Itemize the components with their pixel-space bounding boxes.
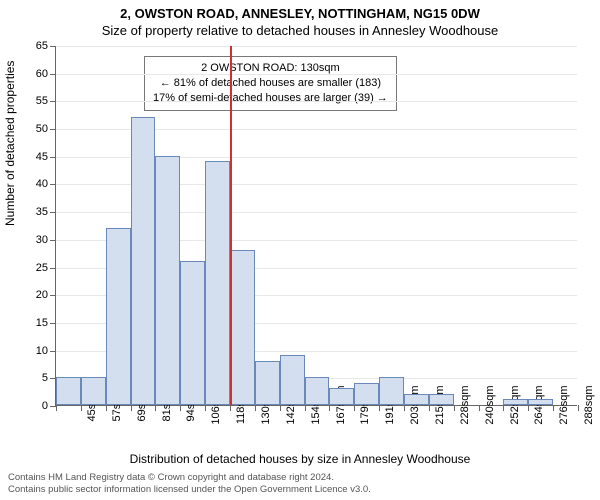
y-tick-label: 35 bbox=[36, 206, 56, 218]
histogram-bar bbox=[131, 117, 156, 405]
x-tick bbox=[379, 405, 380, 411]
y-tick-label: 30 bbox=[36, 234, 56, 246]
footer-line-1: Contains HM Land Registry data © Crown c… bbox=[8, 472, 592, 484]
y-tick-label: 20 bbox=[36, 289, 56, 301]
x-tick bbox=[305, 405, 306, 411]
histogram-bar bbox=[205, 161, 230, 405]
x-tick-label: 288sqm bbox=[555, 385, 595, 424]
y-tick-label: 15 bbox=[36, 317, 56, 329]
x-tick bbox=[255, 405, 256, 411]
annotation-line: 17% of semi-detached houses are larger (… bbox=[153, 91, 388, 106]
y-tick-label: 45 bbox=[36, 151, 56, 163]
x-tick bbox=[230, 405, 231, 411]
x-tick bbox=[81, 405, 82, 411]
x-tick bbox=[56, 405, 57, 411]
histogram-bar bbox=[106, 228, 131, 405]
y-tick-label: 25 bbox=[36, 262, 56, 274]
x-tick bbox=[106, 405, 107, 411]
histogram-bar bbox=[180, 261, 205, 405]
gridline-h bbox=[56, 46, 577, 47]
x-tick bbox=[404, 405, 405, 411]
x-tick bbox=[454, 405, 455, 411]
annotation-line: ← 81% of detached houses are smaller (18… bbox=[153, 76, 388, 91]
histogram-bar bbox=[230, 250, 255, 405]
x-tick bbox=[429, 405, 430, 411]
gridline-h bbox=[56, 74, 577, 75]
chart-title: 2, OWSTON ROAD, ANNESLEY, NOTTINGHAM, NG… bbox=[0, 6, 600, 21]
footer-attribution: Contains HM Land Registry data © Crown c… bbox=[8, 472, 592, 496]
x-tick bbox=[280, 405, 281, 411]
x-axis-label: Distribution of detached houses by size … bbox=[0, 452, 600, 466]
histogram-bar bbox=[155, 156, 180, 405]
x-tick bbox=[205, 405, 206, 411]
y-tick-label: 10 bbox=[36, 345, 56, 357]
x-tick bbox=[479, 405, 480, 411]
y-tick-label: 55 bbox=[36, 95, 56, 107]
y-tick-label: 60 bbox=[36, 68, 56, 80]
y-tick-label: 0 bbox=[42, 400, 56, 412]
y-tick-label: 50 bbox=[36, 123, 56, 135]
gridline-h bbox=[56, 101, 577, 102]
chart-plot-area: 2 OWSTON ROAD: 130sqm← 81% of detached h… bbox=[55, 46, 577, 406]
footer-line-2: Contains public sector information licen… bbox=[8, 484, 592, 496]
y-tick-label: 65 bbox=[36, 40, 56, 52]
y-tick-label: 5 bbox=[42, 372, 56, 384]
y-axis-label: Number of detached properties bbox=[3, 61, 17, 226]
y-tick-label: 40 bbox=[36, 178, 56, 190]
x-tick bbox=[131, 405, 132, 411]
x-tick bbox=[578, 405, 579, 411]
x-tick bbox=[553, 405, 554, 411]
reference-line bbox=[230, 46, 232, 405]
title-block: 2, OWSTON ROAD, ANNESLEY, NOTTINGHAM, NG… bbox=[0, 0, 600, 38]
chart-subtitle: Size of property relative to detached ho… bbox=[0, 23, 600, 38]
